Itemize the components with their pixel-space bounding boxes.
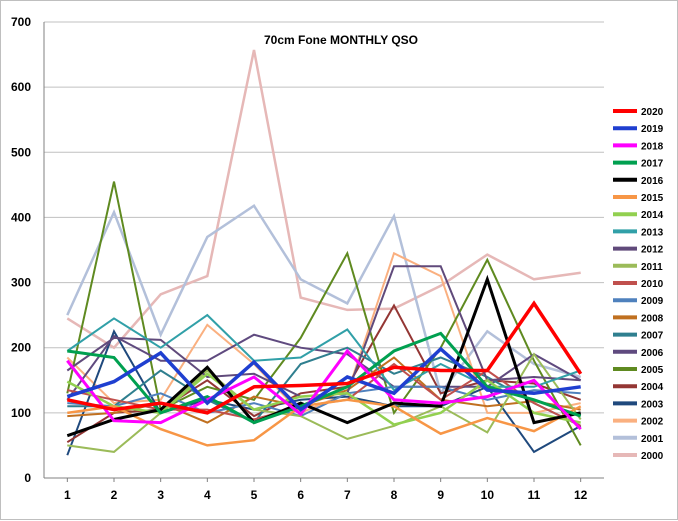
y-tick-label: 600 [11, 80, 31, 94]
legend-label-2003: 2003 [641, 399, 664, 410]
legend: 2020 2019 2018 2017 2016 2015 2014 2013 2012 2011… [613, 107, 664, 462]
legend-label-2008: 2008 [641, 313, 664, 324]
legend-label-2005: 2005 [641, 365, 664, 376]
x-tick-label: 10 [481, 488, 495, 502]
legend-label-2019: 2019 [641, 124, 664, 135]
legend-label-2009: 2009 [641, 296, 664, 307]
y-tick-label: 700 [11, 15, 31, 29]
y-tick-label: 0 [24, 471, 31, 485]
legend-label-2010: 2010 [641, 279, 664, 290]
legend-label-2020: 2020 [641, 107, 664, 118]
y-tick-label: 300 [11, 276, 31, 290]
x-tick-label: 9 [437, 488, 444, 502]
legend-label-2017: 2017 [641, 159, 664, 170]
x-tick-label: 6 [297, 488, 304, 502]
legend-label-2014: 2014 [641, 210, 664, 221]
chart-title: 70cm Fone MONTHLY QSO [264, 33, 418, 47]
series-line-2000 [66, 49, 581, 350]
legend-label-2013: 2013 [641, 227, 664, 238]
legend-label-2011: 2011 [641, 262, 663, 273]
series-line-2007 [67, 346, 582, 427]
x-tick-label: 12 [574, 488, 588, 502]
x-tick-label: 1 [64, 488, 71, 502]
y-tick-label: 200 [11, 341, 31, 355]
series-line-2005 [66, 181, 582, 446]
legend-label-2002: 2002 [641, 417, 664, 428]
x-tick-label: 3 [157, 488, 164, 502]
legend-label-2016: 2016 [641, 176, 664, 187]
series-line-2020 [66, 300, 583, 415]
y-tick-label: 100 [11, 406, 31, 420]
y-tick-label: 400 [11, 210, 31, 224]
legend-label-2000: 2000 [641, 451, 664, 462]
series-line-2009 [67, 385, 581, 418]
series-line-2018 [66, 348, 582, 431]
x-tick-label: 2 [111, 488, 118, 502]
legend-label-2012: 2012 [641, 245, 664, 256]
legend-label-2015: 2015 [641, 193, 664, 204]
x-tick-label: 7 [344, 488, 351, 502]
legend-label-2018: 2018 [641, 141, 664, 152]
series-line-2015 [67, 398, 582, 447]
series-line-2019 [66, 346, 581, 412]
legend-label-2006: 2006 [641, 348, 664, 359]
x-tick-label: 4 [204, 488, 211, 502]
legend-label-2001: 2001 [641, 434, 664, 445]
x-tick-label: 5 [251, 488, 258, 502]
series-line-2001 [66, 203, 582, 397]
x-tick-label: 11 [528, 488, 541, 502]
y-tick-label: 500 [11, 145, 31, 159]
series-lines [66, 49, 583, 456]
x-tick-label: 8 [391, 488, 398, 502]
legend-label-2007: 2007 [641, 331, 664, 342]
legend-label-2004: 2004 [641, 382, 664, 393]
series-line-2016 [66, 274, 582, 438]
